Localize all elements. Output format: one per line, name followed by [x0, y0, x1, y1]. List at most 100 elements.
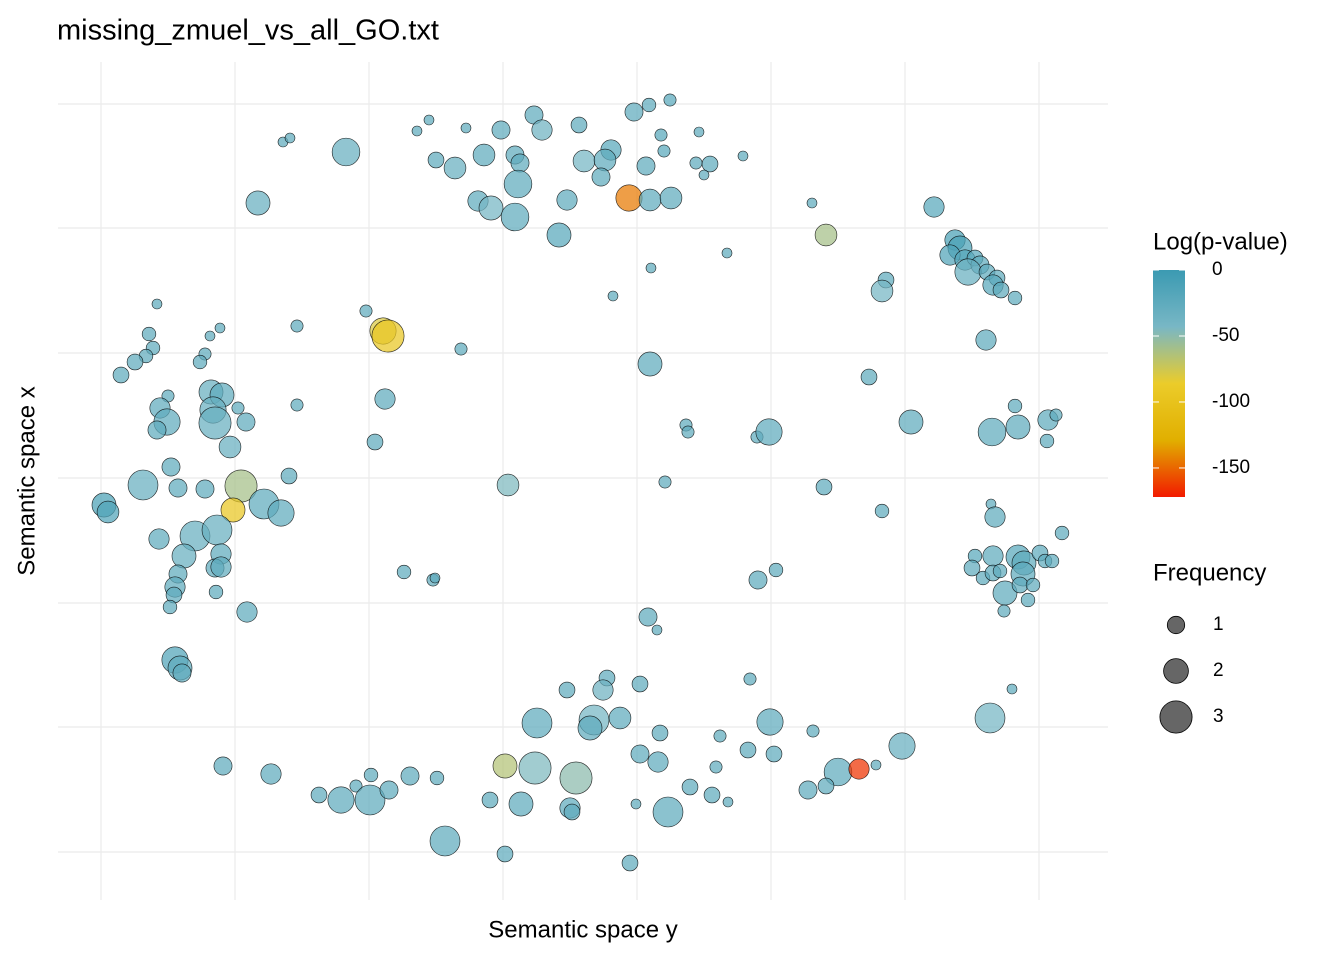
point [768, 562, 784, 578]
point [546, 222, 572, 248]
x-axis-label: Semantic space y [488, 916, 677, 943]
point [171, 543, 197, 569]
point [713, 729, 727, 743]
point [651, 724, 669, 742]
size-legend-title: Frequency [1153, 559, 1266, 586]
point [284, 132, 296, 144]
point [607, 290, 619, 302]
point [737, 150, 749, 162]
size-legend-label: 3 [1213, 706, 1224, 727]
point [681, 778, 699, 796]
point [722, 796, 734, 808]
point [236, 412, 256, 432]
point [429, 572, 441, 584]
point [1006, 683, 1018, 695]
point [693, 126, 705, 138]
point [236, 601, 258, 623]
point [559, 761, 593, 795]
point [359, 304, 373, 318]
point [974, 702, 1006, 734]
point [870, 759, 882, 771]
point [1049, 408, 1063, 422]
point [663, 93, 677, 107]
point [645, 262, 657, 274]
point [806, 724, 820, 738]
point [689, 156, 703, 170]
point [151, 298, 163, 310]
point [798, 780, 818, 800]
point [460, 122, 472, 134]
point [423, 114, 435, 126]
point [310, 786, 328, 804]
point [658, 475, 672, 489]
point [641, 97, 657, 113]
point [984, 506, 1006, 528]
point [280, 467, 298, 485]
point [721, 247, 733, 259]
color-bar-label: -50 [1212, 325, 1239, 346]
point [1011, 576, 1029, 594]
point [454, 342, 468, 356]
point [354, 784, 386, 816]
point [147, 420, 167, 440]
point [443, 156, 467, 180]
point [975, 329, 997, 351]
point [954, 258, 982, 286]
point [427, 151, 445, 169]
point [1020, 592, 1036, 608]
point [500, 202, 530, 232]
point [349, 779, 363, 793]
point [963, 559, 981, 577]
color-legend-title: Log(p-value) [1153, 228, 1288, 255]
point [1007, 398, 1023, 414]
point [630, 744, 650, 764]
point [659, 186, 683, 210]
point [371, 319, 405, 353]
point [492, 753, 518, 779]
point [1039, 433, 1055, 449]
point [637, 351, 663, 377]
point [245, 190, 271, 216]
point [848, 758, 870, 780]
point [366, 433, 384, 451]
point [429, 770, 445, 786]
point [472, 143, 496, 167]
color-bar [1153, 270, 1185, 497]
point [496, 473, 520, 497]
point [331, 137, 361, 167]
point [290, 398, 304, 412]
point [997, 604, 1011, 618]
point [982, 545, 1004, 567]
point [127, 469, 159, 501]
size-legend-label: 2 [1213, 660, 1224, 681]
point [638, 607, 658, 627]
point [698, 169, 710, 181]
point [756, 708, 784, 736]
point [429, 825, 461, 857]
point [608, 706, 632, 730]
point [161, 457, 181, 477]
point [231, 401, 245, 415]
point [112, 366, 130, 384]
point [739, 741, 757, 759]
point [1007, 290, 1023, 306]
point [898, 409, 924, 435]
point [267, 499, 295, 527]
point [478, 195, 504, 221]
point [96, 500, 120, 524]
point [630, 798, 642, 810]
chart-title: missing_zmuel_vs_all_GO.txt [57, 15, 439, 47]
point [508, 791, 534, 817]
point [806, 197, 818, 209]
point [624, 102, 644, 122]
point [755, 418, 783, 446]
point [703, 786, 721, 804]
size-legend-key [1159, 700, 1193, 734]
point [657, 144, 671, 158]
point [172, 663, 192, 683]
point [888, 732, 916, 760]
point [592, 679, 614, 701]
point [290, 319, 304, 333]
point [556, 189, 578, 211]
point [1005, 414, 1031, 440]
